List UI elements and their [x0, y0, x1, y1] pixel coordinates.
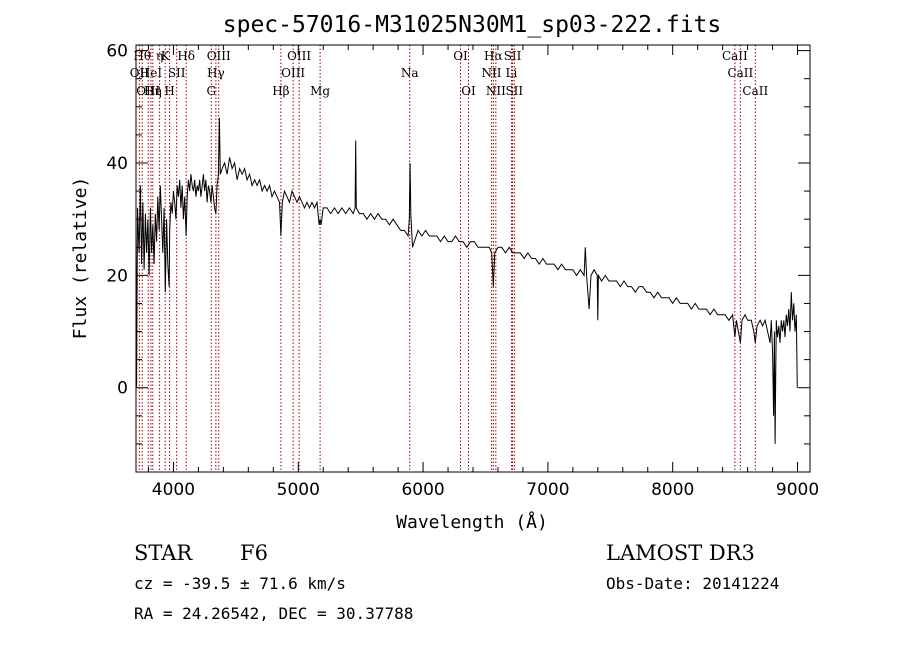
- y-axis-label: Flux (relative): [70, 177, 91, 340]
- obs-date: Obs-Date: 20141224: [606, 574, 779, 593]
- line-label-0: OII: [130, 66, 150, 80]
- line-label-6: K: [161, 49, 171, 63]
- coordinates: RA = 24.26542, DEC = 30.37788: [134, 604, 413, 623]
- line-label-19: OI: [461, 84, 476, 98]
- velocity-readout: cz = -39.5 ± 71.6 km/s: [134, 574, 346, 593]
- line-label-4: Hη: [144, 84, 162, 98]
- line-label-9: Hδ: [177, 49, 195, 63]
- line-label-10: G: [206, 84, 216, 98]
- line-label-11: Hγ: [207, 66, 225, 80]
- spectrum-layer: [135, 117, 798, 444]
- line-label-13: Hβ: [272, 84, 289, 98]
- line-label-14: OIII: [281, 66, 305, 80]
- object-class: STAR: [134, 541, 193, 565]
- line-label-28: CaII: [742, 84, 768, 98]
- x-tick-label-1: 5000: [277, 480, 320, 500]
- line-label-16: Mg: [310, 84, 330, 98]
- line-label-17: Na: [401, 66, 419, 80]
- x-axis-ticks: 4000 5000 6000 7000 8000 9000: [147, 45, 819, 500]
- line-label-1: Hθ: [133, 49, 151, 63]
- line-label-3: HeI: [140, 66, 163, 80]
- x-tick-label-4: 8000: [651, 480, 694, 500]
- x-tick-label-3: 7000: [526, 480, 569, 500]
- survey-name: LAMOST DR3: [606, 541, 755, 565]
- y-tick-label-1: 20: [106, 266, 128, 286]
- y-tick-label-2: 40: [106, 154, 128, 174]
- object-subclass: F6: [240, 541, 268, 565]
- line-label-7: H: [164, 84, 174, 98]
- line-label-8: SII: [168, 66, 186, 80]
- plot-frame: [135, 44, 811, 473]
- line-label-2: OIII: [136, 84, 160, 98]
- y-axis-ticks: 0 20 40 60: [106, 42, 810, 473]
- line-label-18: OI: [453, 49, 468, 63]
- chart-title: spec-57016-M31025N30M1_sp03-222.fits: [223, 12, 722, 38]
- x-tick-label-2: 6000: [401, 480, 444, 500]
- x-tick-label-0: 4000: [152, 480, 195, 500]
- line-label-15: OIII: [287, 49, 311, 63]
- line-label-25: SII: [505, 84, 523, 98]
- x-tick-label-5: 9000: [776, 480, 819, 500]
- spectral-line-markers: OII Hθ OIII HeI Hη ηK H SII Hδ G Hγ OIII Hβ OIII OIII M…: [130, 45, 768, 472]
- line-label-27: CaII: [727, 66, 753, 80]
- x-axis-label: Wavelength (Å): [396, 511, 548, 533]
- line-label-23: Li: [506, 66, 518, 80]
- line-label-26: CaII: [722, 49, 748, 63]
- spectrum-line: [135, 117, 798, 444]
- line-label-22: NII: [486, 84, 506, 98]
- y-tick-label-3: 60: [106, 42, 128, 62]
- line-label-24: SII: [504, 49, 522, 63]
- line-label-12: OIII: [207, 49, 231, 63]
- line-label-20: NII: [481, 66, 501, 80]
- line-label-21: Hα: [484, 49, 503, 63]
- line-label-5: η: [156, 49, 163, 63]
- y-tick-label-0: 0: [117, 379, 128, 399]
